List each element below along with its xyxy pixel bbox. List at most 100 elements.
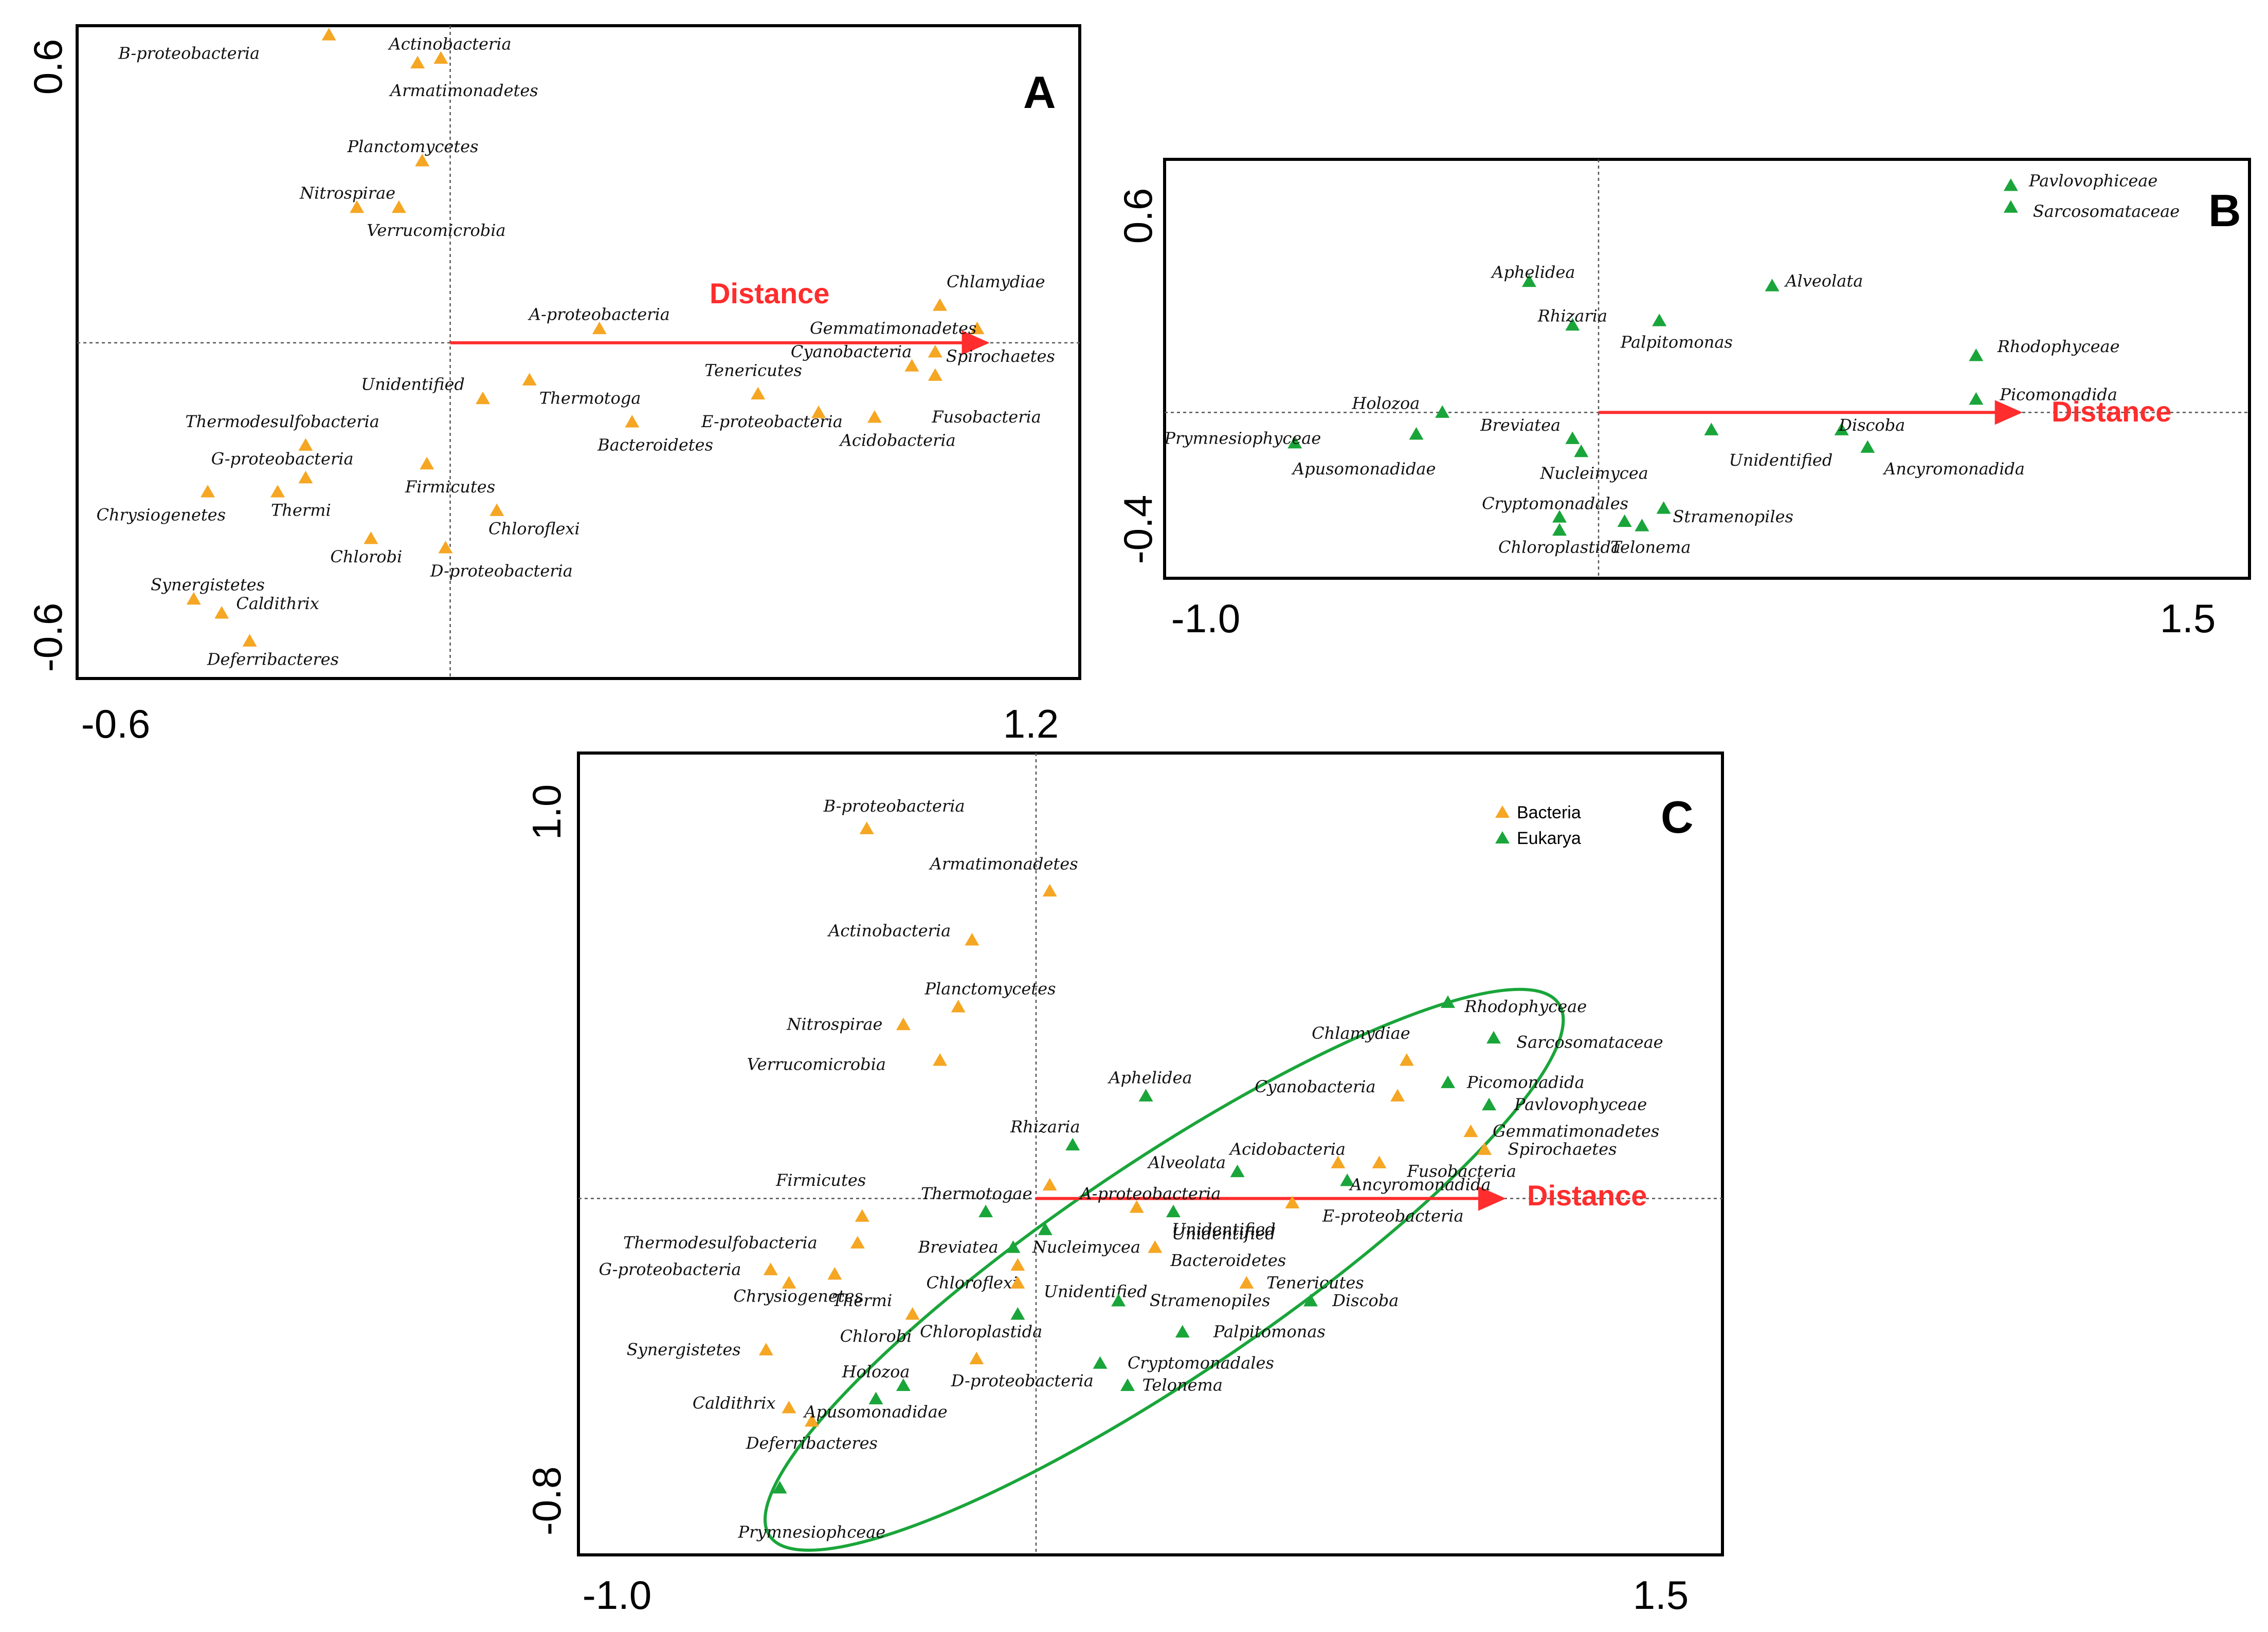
point-marker (758, 1343, 773, 1355)
point-marker (804, 1414, 819, 1427)
legend-label: Bacteria (1517, 803, 1581, 822)
point-marker (1331, 1156, 1346, 1168)
point-label: Tenericutes (704, 360, 802, 380)
point-label: Gemmatimonadetes (810, 319, 976, 338)
point-marker (1409, 427, 1424, 440)
panel-c: Distance C Bacteria Eukarya -1.0 1.5 1.0… (524, 751, 1724, 1618)
point-label: Prymnesiophceae (738, 1523, 886, 1542)
point-marker (1010, 1258, 1025, 1271)
point-label: Cyanobacteria (1255, 1077, 1375, 1096)
point-marker (1006, 1240, 1021, 1253)
point-marker (969, 1351, 984, 1365)
point-label: Thermi (832, 1291, 892, 1310)
panel-label: C (1661, 792, 1694, 842)
point-label: E-proteobacteria (701, 412, 843, 431)
point-marker (933, 1053, 948, 1066)
point-marker (1969, 349, 1984, 361)
point-marker (1552, 523, 1567, 536)
point-label: Pavlovophiceae (2028, 171, 2157, 190)
point-marker (1038, 1222, 1053, 1235)
point-marker (928, 368, 942, 381)
distance-label: Distance (1527, 1179, 1647, 1212)
point-label: Alveolata (1147, 1152, 1226, 1172)
point-marker (751, 387, 766, 400)
legend: Bacteria Eukarya (1495, 803, 1581, 848)
point-label: Chloroflexi (927, 1273, 1018, 1292)
point-label: G-proteobacteria (599, 1259, 741, 1279)
point-label: D-proteobacteria (951, 1371, 1094, 1390)
point-marker (896, 1017, 911, 1031)
point-label: Verrucomicrobia (367, 221, 505, 240)
point-label: Rhizaria (1537, 306, 1607, 326)
y-tick-label: -0.6 (25, 603, 70, 672)
point-marker (1010, 1276, 1025, 1289)
plot-frame (577, 751, 1724, 1556)
point-marker (186, 592, 201, 605)
point-label: Stramenopiles (1150, 1291, 1271, 1310)
point-label: Prymnesiophyceae (1164, 428, 1321, 448)
point-marker (904, 359, 919, 372)
point-marker (1834, 423, 1849, 435)
point-label: Bacteroidetes (597, 435, 713, 454)
point-marker (1239, 1276, 1254, 1289)
point-label: Unidentified (1172, 1224, 1276, 1243)
point-marker (868, 1391, 883, 1405)
point-marker (415, 154, 430, 167)
point-label: Chloroflexi (488, 519, 580, 539)
point-marker (364, 531, 378, 544)
point-label: Palpitomonas (1213, 1322, 1326, 1342)
point-label: Chlamydiae (947, 272, 1045, 291)
point-label: Actinobacteria (827, 921, 951, 941)
point-marker (1463, 1124, 1478, 1138)
x-tick-labels: -0.6 1.2 (81, 701, 1059, 746)
point-marker (1565, 431, 1580, 444)
point-marker (1521, 274, 1536, 287)
point-marker (1482, 1097, 1497, 1111)
plot-frame (76, 24, 1081, 680)
point-label: Discoba (1838, 415, 1905, 435)
point-marker (298, 470, 313, 484)
point-label: Holozoa (1352, 393, 1420, 413)
legend-label: Eukarya (1517, 829, 1581, 848)
point-label: Fusobacteria (931, 407, 1041, 427)
x-tick-label: -0.6 (81, 701, 150, 746)
point-marker (1372, 1156, 1387, 1168)
point-marker (932, 298, 947, 311)
point-marker (1065, 1138, 1080, 1151)
point-marker (1120, 1378, 1135, 1391)
point-label: Ancyromonadida (1349, 1175, 1491, 1195)
point-marker (1303, 1294, 1318, 1307)
x-tick-label: -1.0 (1171, 596, 1240, 641)
point-marker (1704, 423, 1719, 435)
point-marker (1129, 1200, 1144, 1213)
point-label: Planctomycetes (924, 979, 1056, 998)
point-marker (321, 28, 336, 41)
point-label: Fusobacteria (1407, 1162, 1516, 1181)
point-marker (772, 1481, 787, 1494)
point-marker (1565, 318, 1580, 331)
point-label: Discoba (1332, 1291, 1399, 1310)
point-label: Picomonadida (1466, 1072, 1585, 1092)
point-label: Armatimonadetes (929, 854, 1078, 874)
point-label: Telonema (1610, 538, 1691, 557)
point-label: Rhizaria (1010, 1117, 1080, 1136)
point-marker (476, 391, 491, 405)
y-tick-label: -0.8 (524, 1466, 569, 1535)
point-marker (1285, 1196, 1300, 1208)
point-marker (1860, 440, 1875, 453)
point-label: B-proteobacteria (118, 43, 260, 63)
y-tick-labels: 0.6 -0.4 (1115, 188, 1160, 564)
point-label: Tenericutes (1266, 1273, 1364, 1292)
point-label: Deferribacteres (207, 650, 339, 669)
point-label: Acidobacteria (1228, 1139, 1346, 1159)
point-marker (214, 606, 229, 619)
point-marker (1435, 405, 1450, 418)
point-label: Unidentified (1729, 450, 1833, 470)
y-tick-label: 0.6 (25, 39, 70, 95)
point-label: E-proteobacteria (1322, 1206, 1464, 1225)
point-label: Stramenopiles (1673, 507, 1793, 526)
point-label: Cryptomonadales (1128, 1353, 1274, 1372)
panel-label: A (1023, 67, 1056, 118)
point-marker (1552, 510, 1567, 523)
